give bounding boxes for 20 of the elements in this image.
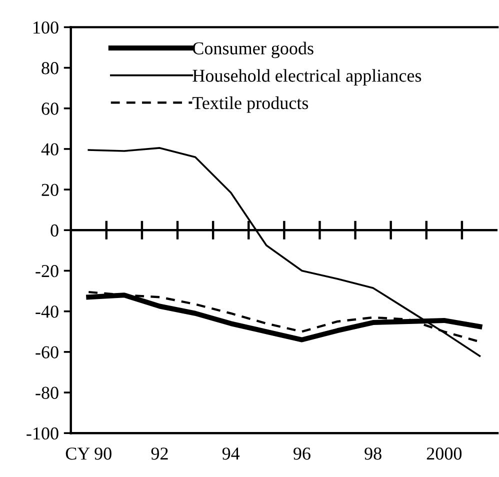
y-tick-label: -60 [36, 346, 58, 358]
x-tick-label: 98 [364, 448, 382, 460]
legend-label: Consumer goods [192, 42, 314, 58]
y-tick-label: 40 [41, 143, 58, 156]
y-tick-label: -80 [36, 386, 58, 399]
x-tick-label: 92 [151, 448, 168, 460]
legend-label: Household electrical appliances [192, 69, 422, 86]
y-tick-label: 0 [50, 224, 58, 237]
y-tick-label: -100 [26, 427, 58, 440]
y-tick-label: 100 [34, 21, 58, 34]
y-tick-label: 20 [42, 184, 58, 196]
y-tick-label: -20 [36, 265, 58, 278]
y-tick-label: 80 [42, 62, 58, 74]
x-tick-label: CY 90 [66, 448, 112, 460]
legend-label: Textile products [192, 96, 308, 113]
y-tick-label: 60 [42, 102, 58, 115]
x-tick-label: 2000 [426, 448, 462, 460]
x-tick-label: 94 [222, 448, 240, 460]
y-tick-label: -40 [36, 306, 58, 318]
x-tick-label: 96 [294, 448, 310, 460]
